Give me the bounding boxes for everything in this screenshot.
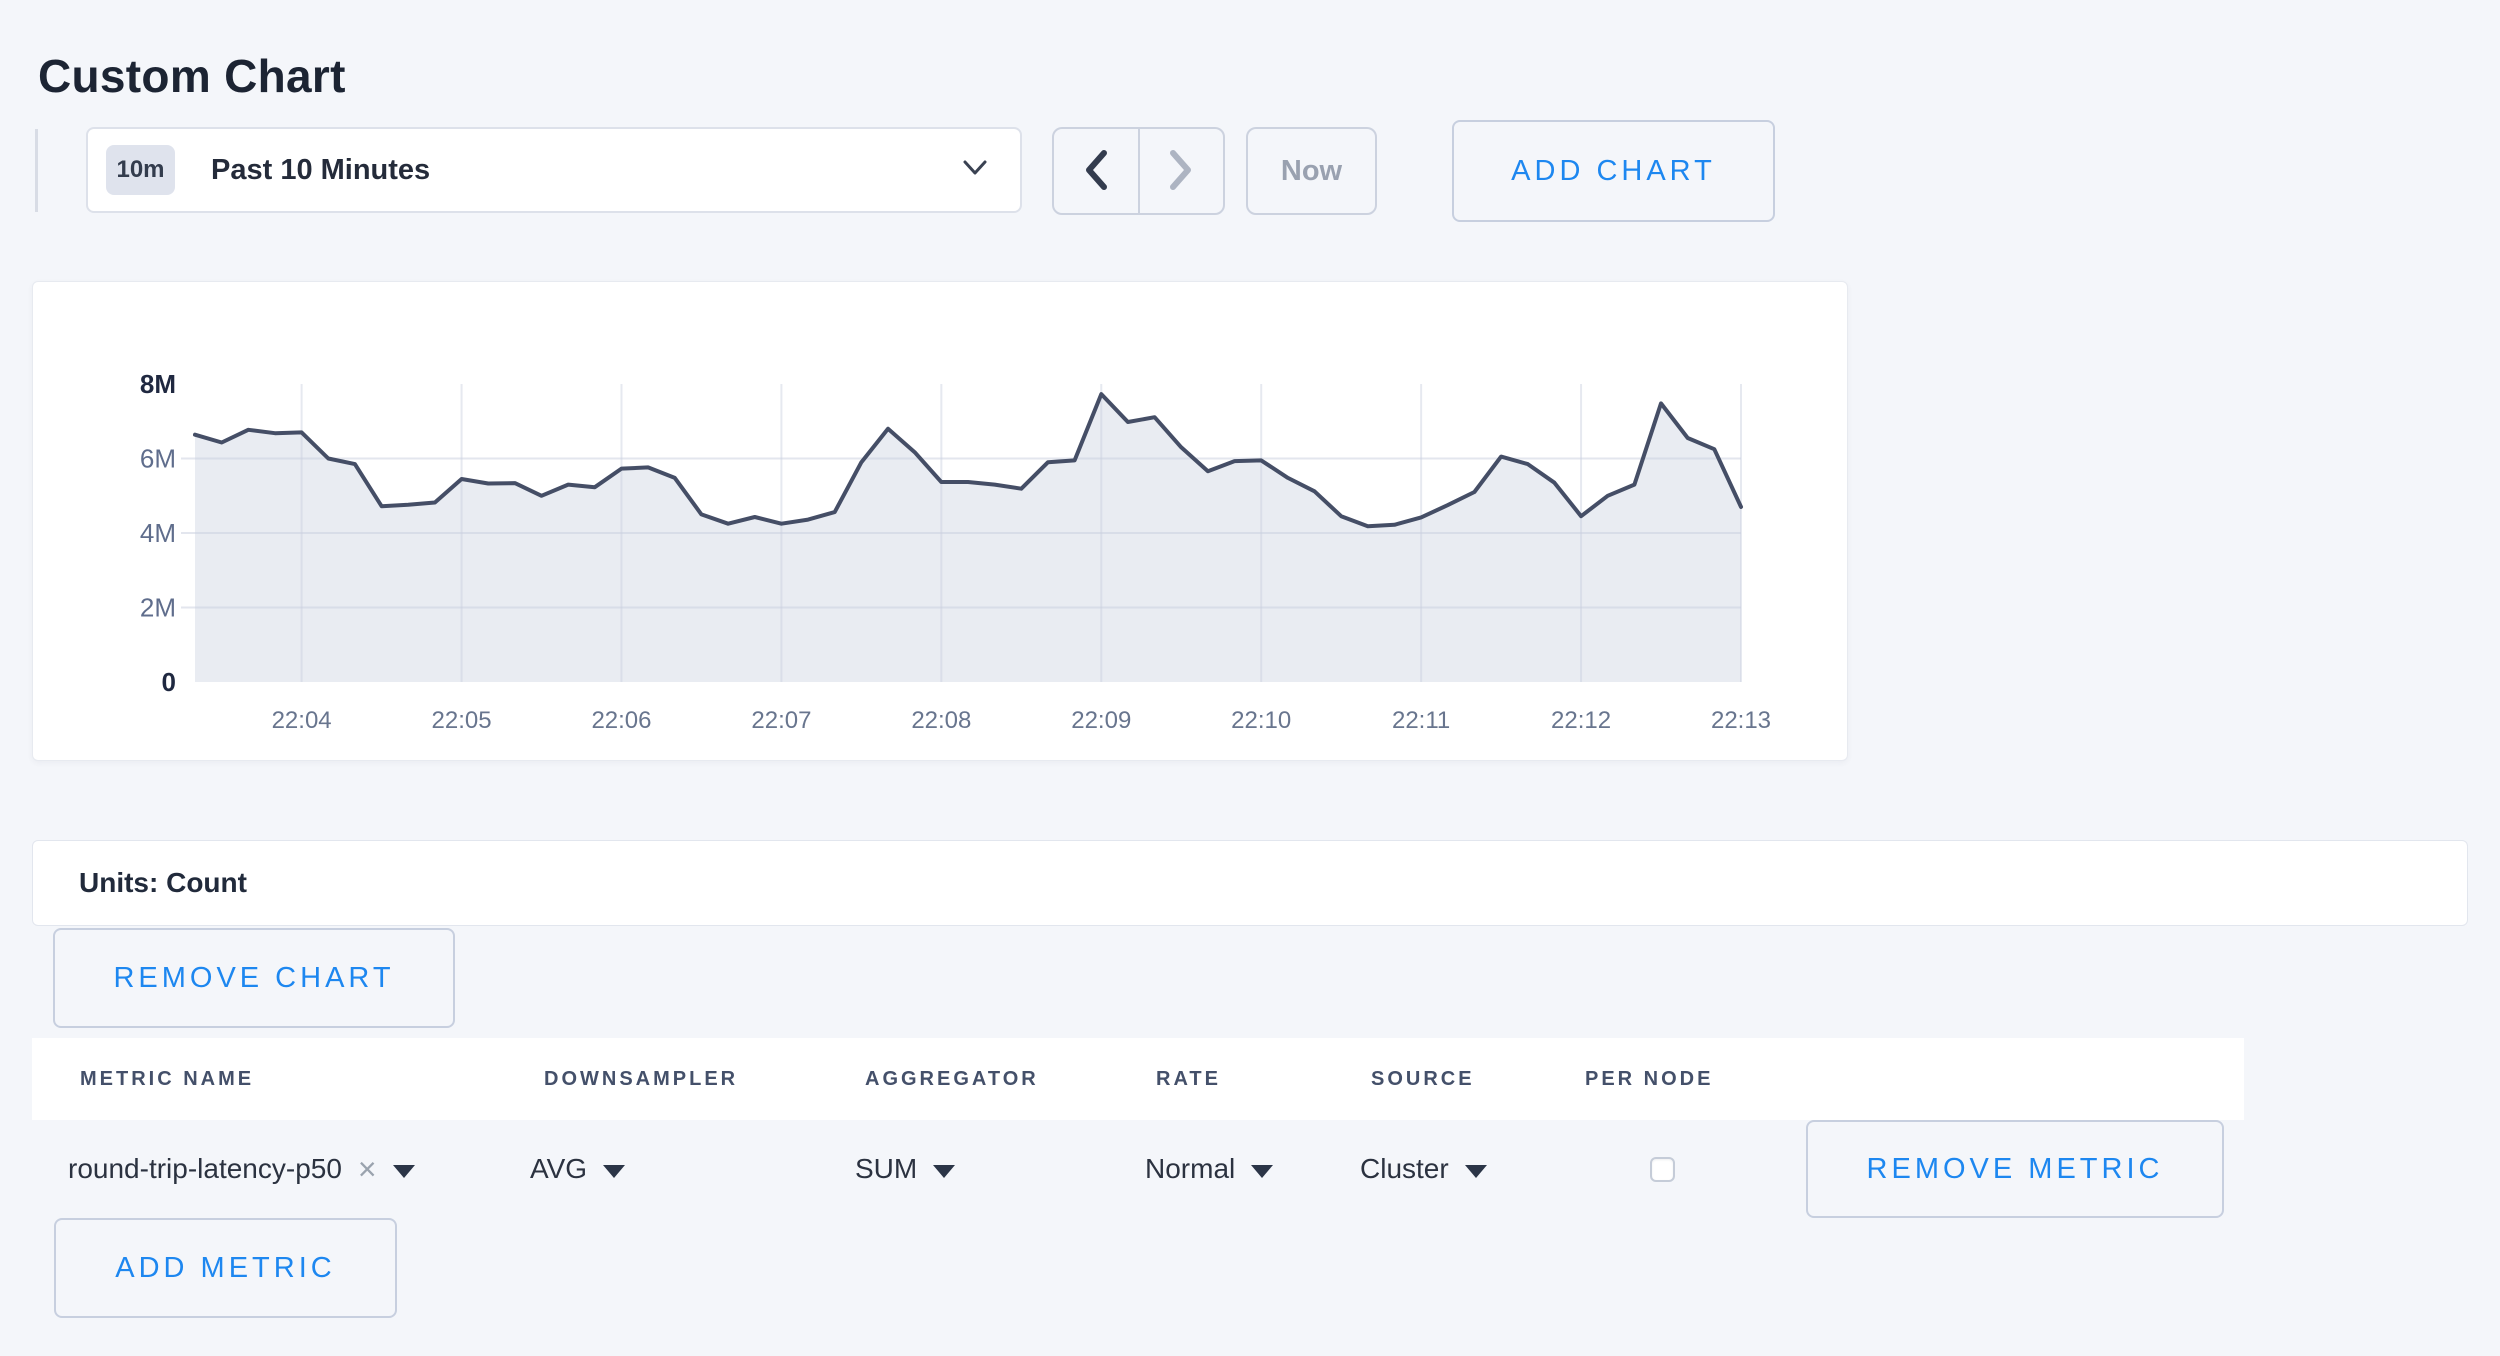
add-metric-button[interactable]: ADD METRIC xyxy=(54,1218,397,1318)
x-axis-label: 22:05 xyxy=(432,707,492,734)
aggregator-dropdown[interactable]: SUM xyxy=(855,1120,956,1218)
next-time-button[interactable] xyxy=(1137,129,1224,213)
chart-panel: 0 2M 4M 6M 8M 22:04 22:05 22:06 22:07 22:08 22:09 2… xyxy=(32,281,1848,761)
remove-chart-button[interactable]: REMOVE CHART xyxy=(53,928,455,1028)
clear-metric-x-icon[interactable]: × xyxy=(357,1151,377,1187)
aggregator-value: SUM xyxy=(855,1153,918,1184)
x-axis-label: 22:11 xyxy=(1392,707,1450,734)
rate-value: Normal xyxy=(1145,1153,1236,1184)
y-axis-label: 6M xyxy=(140,444,176,474)
source-dropdown[interactable]: Cluster xyxy=(1360,1120,1487,1218)
time-pager xyxy=(1052,127,1225,215)
x-axis-label: 22:12 xyxy=(1551,707,1611,734)
y-axis-label: 2M xyxy=(140,593,176,623)
x-axis-label: 22:10 xyxy=(1231,707,1291,734)
metrics-table-header: METRIC NAME DOWNSAMPLER AGGREGATOR RATE … xyxy=(32,1038,2244,1120)
time-window-badge: 10m xyxy=(106,145,175,195)
caret-down-icon xyxy=(1464,1164,1487,1178)
chevron-down-icon xyxy=(275,872,301,895)
chevron-right-icon xyxy=(1167,149,1195,194)
series-area-fill xyxy=(195,394,1741,682)
x-axis-label: 22:04 xyxy=(272,707,332,734)
metric-name-value: round-trip-latency-p50 xyxy=(68,1153,342,1184)
prev-time-button[interactable] xyxy=(1054,129,1138,213)
source-value: Cluster xyxy=(1360,1153,1449,1184)
chevron-left-icon xyxy=(1082,149,1110,194)
metric-table-row: round-trip-latency-p50 × AVG SUM Normal … xyxy=(32,1120,2468,1218)
add-chart-button[interactable]: ADD CHART xyxy=(1452,120,1775,222)
column-header-metric-name: METRIC NAME xyxy=(80,1067,255,1090)
x-axis-label: 22:08 xyxy=(911,707,971,734)
column-header-source: SOURCE xyxy=(1371,1067,1475,1090)
metric-name-dropdown[interactable]: round-trip-latency-p50 × xyxy=(68,1120,415,1218)
units-dropdown[interactable]: Units: Count xyxy=(32,840,2468,926)
page-title: Custom Chart xyxy=(38,49,346,102)
y-axis-label: 4M xyxy=(140,518,176,548)
column-header-rate: RATE xyxy=(1156,1067,1221,1090)
per-node-checkbox[interactable] xyxy=(1650,1157,1675,1182)
time-range-label: Past 10 Minutes xyxy=(211,153,431,186)
time-range-dropdown[interactable]: 10m Past 10 Minutes xyxy=(86,127,1022,213)
rate-dropdown[interactable]: Normal xyxy=(1145,1120,1274,1218)
toolbar-left-rule xyxy=(35,129,38,212)
caret-down-icon xyxy=(392,1164,415,1178)
caret-down-icon xyxy=(1251,1164,1274,1178)
caret-down-icon xyxy=(933,1164,956,1178)
timeseries-chart: 0 2M 4M 6M 8M 22:04 22:05 22:06 22:07 22:08 22:09 2… xyxy=(140,369,1771,734)
x-axis-label: 22:13 xyxy=(1711,707,1771,734)
remove-metric-button[interactable]: REMOVE METRIC xyxy=(1806,1120,2224,1218)
column-header-per-node: PER NODE xyxy=(1585,1067,1714,1090)
y-axis-label: 8M xyxy=(140,369,176,399)
now-button[interactable]: Now xyxy=(1246,127,1377,215)
x-axis-label: 22:06 xyxy=(591,707,651,734)
caret-down-icon xyxy=(603,1164,626,1178)
x-axis-label: 22:09 xyxy=(1071,707,1131,734)
column-header-downsampler: DOWNSAMPLER xyxy=(544,1067,739,1090)
x-axis-label: 22:07 xyxy=(751,707,811,734)
downsampler-dropdown[interactable]: AVG xyxy=(530,1120,626,1218)
chevron-down-icon xyxy=(960,158,990,183)
units-label: Units: Count xyxy=(79,867,247,898)
series-line xyxy=(193,392,1743,529)
downsampler-value: AVG xyxy=(530,1153,588,1184)
y-axis-label: 0 xyxy=(162,667,176,697)
column-header-aggregator: AGGREGATOR xyxy=(865,1067,1039,1090)
